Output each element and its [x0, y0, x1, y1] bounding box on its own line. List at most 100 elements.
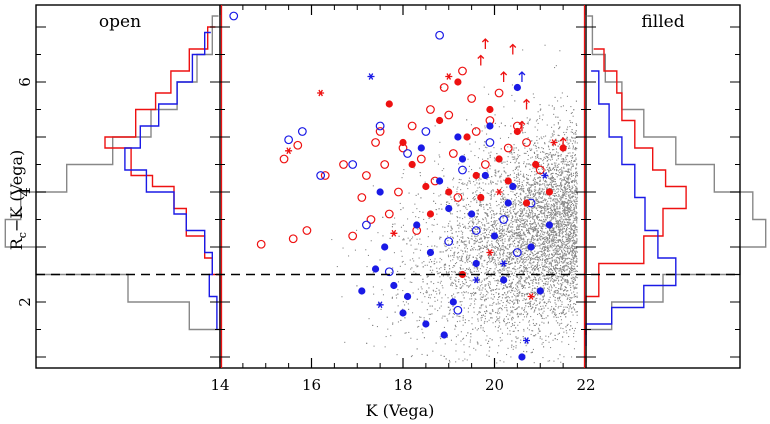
background-point: [568, 267, 570, 269]
background-point: [450, 260, 452, 262]
background-point: [521, 245, 523, 247]
background-point: [492, 249, 494, 251]
background-point: [535, 207, 537, 209]
background-point: [412, 236, 414, 238]
background-point: [565, 258, 567, 260]
background-point: [558, 249, 560, 251]
background-point: [539, 337, 541, 339]
background-point: [573, 308, 575, 310]
background-point: [570, 262, 572, 264]
background-point: [560, 174, 562, 176]
background-point: [528, 320, 530, 322]
background-point: [460, 331, 462, 333]
background-point: [377, 302, 379, 304]
background-point: [542, 246, 544, 248]
background-point: [459, 256, 461, 258]
background-point: [453, 282, 455, 284]
background-point: [558, 201, 560, 203]
background-point: [560, 240, 562, 242]
background-point: [558, 128, 560, 130]
background-point: [538, 197, 540, 199]
background-point: [466, 208, 468, 210]
background-point: [524, 280, 526, 282]
background-point: [499, 252, 501, 254]
background-point: [544, 184, 546, 186]
background-point: [550, 209, 552, 211]
background-point: [565, 150, 567, 152]
background-point: [506, 275, 508, 277]
background-point: [502, 195, 504, 197]
background-point: [570, 262, 572, 264]
background-point: [538, 189, 540, 191]
background-point: [559, 300, 561, 302]
background-point: [548, 286, 550, 288]
background-point: [558, 224, 560, 226]
background-point: [536, 199, 538, 201]
background-point: [518, 162, 520, 164]
background-point: [415, 216, 417, 218]
background-point: [495, 213, 497, 215]
background-point: [552, 275, 554, 277]
background-point: [521, 209, 523, 211]
background-point: [479, 268, 481, 270]
background-point: [524, 287, 526, 289]
background-point: [566, 234, 568, 236]
background-point: [543, 151, 545, 153]
background-point: [505, 206, 507, 208]
background-point: [514, 194, 516, 196]
background-point: [517, 299, 519, 301]
background-point: [551, 158, 553, 160]
background-point: [494, 289, 496, 291]
background-point: [520, 189, 522, 191]
background-point: [544, 181, 546, 183]
background-point: [562, 257, 564, 259]
background-point: [525, 277, 527, 279]
background-point: [571, 112, 573, 114]
background-point: [425, 222, 427, 224]
background-point: [467, 259, 469, 261]
background-point: [574, 327, 576, 329]
background-point: [569, 120, 571, 122]
background-point: [492, 181, 494, 183]
background-point: [528, 267, 530, 269]
background-point: [551, 230, 553, 232]
background-point: [441, 259, 443, 261]
background-point: [566, 239, 568, 241]
background-point: [477, 342, 479, 344]
background-point: [557, 100, 559, 102]
background-point: [514, 199, 516, 201]
background-point: [574, 254, 576, 256]
background-point: [570, 321, 572, 323]
background-point: [551, 180, 553, 182]
background-point: [524, 299, 526, 301]
background-point: [492, 189, 494, 191]
background-point: [575, 211, 577, 213]
background-point: [572, 115, 574, 117]
background-point: [529, 148, 531, 150]
background-point: [574, 205, 576, 207]
background-point: [459, 217, 461, 219]
background-point: [567, 233, 569, 235]
background-point: [543, 255, 545, 257]
background-point: [479, 289, 481, 291]
background-point: [497, 327, 499, 329]
background-point: [462, 315, 464, 317]
background-point: [522, 258, 524, 260]
background-point: [571, 237, 573, 239]
background-point: [534, 177, 536, 179]
background-point: [467, 261, 469, 263]
background-point: [478, 253, 480, 255]
background-point: [566, 275, 568, 277]
background-point: [511, 117, 513, 119]
background-point: [402, 260, 404, 262]
background-point: [573, 265, 575, 267]
background-point: [422, 278, 424, 280]
background-point: [561, 172, 563, 174]
background-point: [405, 332, 407, 334]
background-point: [469, 270, 471, 272]
background-point: [556, 232, 558, 234]
background-point: [450, 236, 452, 238]
background-point: [470, 336, 472, 338]
background-point: [489, 235, 491, 237]
background-point: [479, 285, 481, 287]
